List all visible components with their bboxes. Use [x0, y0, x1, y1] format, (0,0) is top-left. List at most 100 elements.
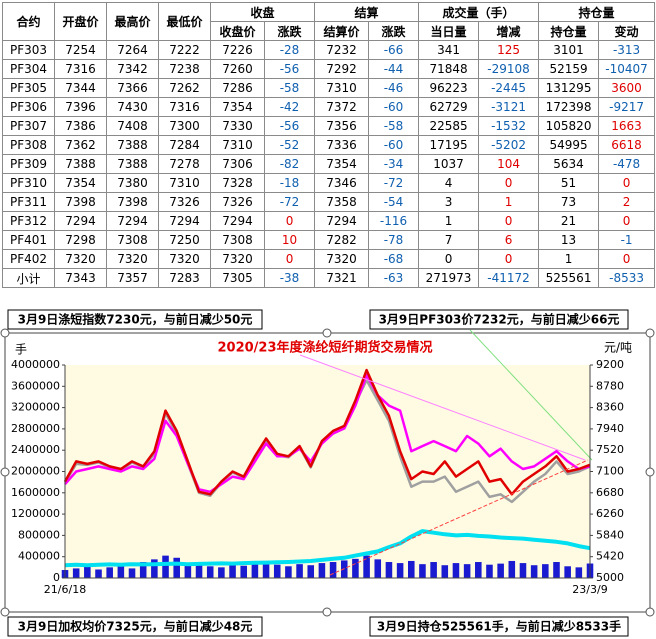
header-cell: 成交量（手） [418, 2, 540, 22]
cell: PF303 [2, 40, 55, 60]
trend-line [469, 329, 593, 461]
y2-tick-label: 9200 [596, 358, 624, 371]
cell: 7398 [106, 192, 159, 212]
cell: 7408 [106, 116, 159, 136]
volume-bar [430, 562, 437, 578]
y2-tick-label: 5840 [596, 528, 624, 541]
cell: 7356 [314, 116, 370, 136]
cell: 7396 [54, 97, 107, 117]
cell: 7346 [314, 173, 370, 193]
cell: -78 [368, 230, 420, 250]
cell: 105820 [538, 116, 600, 136]
cell: 7298 [54, 230, 107, 250]
y-tick-label: 2800000 [11, 422, 60, 435]
cell: 7 [418, 230, 480, 250]
volume-bar [95, 569, 102, 578]
cell: 131295 [538, 78, 600, 98]
cell: 341 [418, 40, 480, 60]
x-tick-label: 21/6/18 [44, 583, 86, 596]
cell: 7336 [314, 135, 370, 155]
volume-bar [273, 564, 281, 578]
resize-handle [645, 607, 655, 617]
data-row: PF402 7320 7320 7320 7320 0 7320 -68 0 0 1 0 [2, 249, 656, 269]
cell: 7320 [314, 249, 370, 269]
cell: -18 [263, 173, 316, 193]
cell: 7366 [106, 78, 159, 98]
quote-table: 合约 开盘价 最高价 最低价 收盘 结算 成交量（手） 持仓量 收盘价 涨跌 结算价 涨跌 当日量 增减持… [2, 2, 656, 288]
volume-bar [497, 563, 504, 578]
cell: 17195 [418, 135, 480, 155]
resize-handle [0, 607, 10, 617]
cell: 7310 [314, 78, 370, 98]
volume-bar [441, 565, 449, 578]
volume-bar [553, 562, 560, 578]
data-row: PF311 7398 7398 7326 7326 -72 7358 -54 3 1 73 2 [2, 192, 656, 212]
annotation-box [369, 616, 629, 637]
cell: -116 [368, 211, 420, 231]
data-row: PF303 7254 7264 7222 7226 -28 7232 -66 341 125 310… [2, 40, 656, 60]
cell: -46 [368, 78, 420, 98]
y-tick-label: 1600000 [11, 486, 60, 499]
cell: 525561 [538, 268, 600, 288]
cell: -54 [368, 192, 420, 212]
cell: 125 [478, 40, 540, 60]
cell: 22585 [418, 116, 480, 136]
x-tick-label: 23/3/9 [572, 583, 607, 596]
cell: -9217 [598, 97, 656, 117]
cell: 7262 [158, 78, 211, 98]
volume-bar [329, 562, 337, 578]
volume-bar [117, 564, 125, 578]
cell: 0 [263, 211, 316, 231]
cell: 7294 [54, 211, 107, 231]
volume-bar [285, 566, 292, 578]
cell: 7354 [314, 154, 370, 174]
cell: -68 [368, 249, 420, 269]
cell: 7357 [106, 268, 159, 288]
cell: -5202 [478, 135, 540, 155]
header-cell: 变动 [598, 21, 656, 41]
cell: -3121 [478, 97, 540, 117]
cell: 7316 [54, 59, 107, 79]
volume-bar [296, 564, 303, 578]
cell: 7226 [210, 40, 265, 60]
cell: PF306 [2, 97, 55, 117]
y2-tick-label: 6260 [596, 507, 624, 520]
annotation-box [7, 616, 263, 637]
cell: 7278 [158, 154, 211, 174]
cell: 7294 [314, 211, 370, 231]
cell: PF307 [2, 116, 55, 136]
cell: 13 [538, 230, 600, 250]
volume-bar [419, 564, 426, 578]
cell: 21 [538, 211, 600, 231]
series-line [63, 368, 591, 496]
cell: 6 [478, 230, 540, 250]
volume-bar [251, 563, 259, 578]
y-tick-label: 400000 [18, 550, 60, 563]
cell: 0 [478, 211, 540, 231]
cell: 7283 [158, 268, 211, 288]
cell: 51 [538, 173, 600, 193]
trend-line [329, 459, 589, 576]
cell: 7308 [210, 230, 265, 250]
resize-handle [322, 607, 332, 617]
plot-area [65, 365, 590, 578]
header-cell: 涨跌 [368, 21, 420, 41]
volume-bar [240, 565, 248, 578]
y2-tick-label: 5420 [596, 550, 624, 563]
cell: 小计 [2, 268, 55, 288]
cell: 7305 [210, 268, 265, 288]
data-row: PF306 7396 7430 7316 7354 -42 7372 -60 62729 -312… [2, 97, 656, 117]
annotation-box [7, 309, 263, 330]
annotation: 3月9日涤短指数7230元，与前日减少50元 [18, 312, 253, 327]
cell: 7294 [210, 211, 265, 231]
cell: 7310 [210, 135, 265, 155]
cell: -60 [368, 135, 420, 155]
cell: PF401 [2, 230, 55, 250]
cell: 7306 [210, 154, 265, 174]
cell: 6618 [598, 135, 656, 155]
chart: 3月9日涤短指数7230元，与前日减少50元 3月9日PF303价7232元，与… [0, 309, 655, 637]
data-row: PF308 7362 7388 7284 7310 -52 7336 -60 17195 -520… [2, 135, 656, 155]
y2-tick-label: 7520 [596, 443, 624, 456]
cell: -52 [263, 135, 316, 155]
volume-bar [206, 566, 214, 578]
